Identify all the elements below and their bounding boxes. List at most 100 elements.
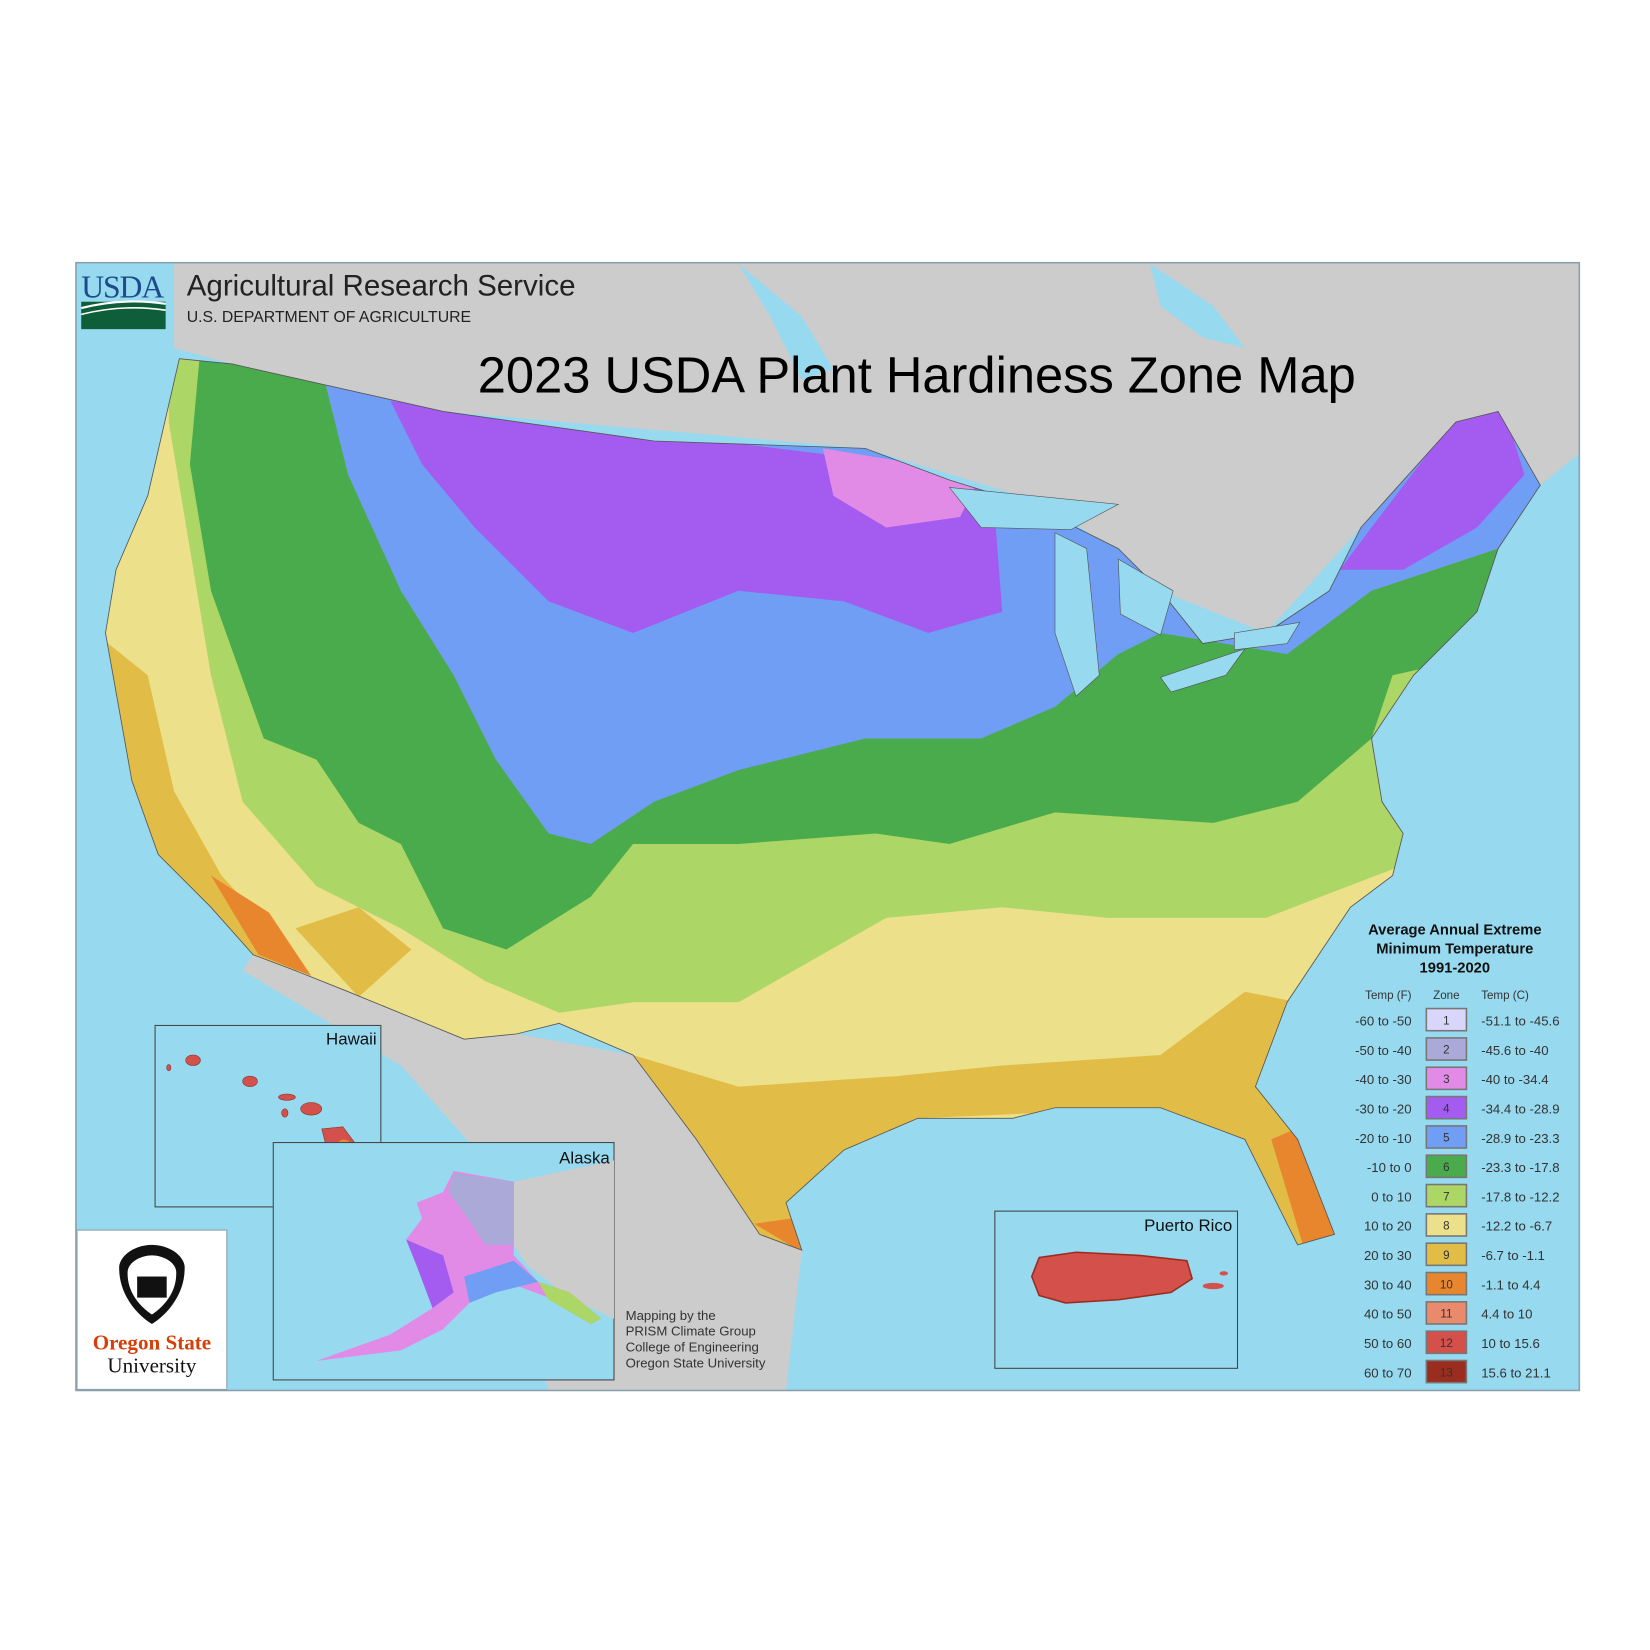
legend-temp-f: -60 to -50 — [1355, 1013, 1411, 1028]
legend-title-line: Average Annual Extreme — [1368, 923, 1542, 939]
legend-temp-f: 50 to 60 — [1364, 1336, 1412, 1351]
legend-row: -30 to -20 4 -34.4 to -28.9 — [1355, 1095, 1560, 1120]
legend-swatch-zone-3 — [1425, 1066, 1468, 1091]
legend-row: 40 to 50 11 4.4 to 10 — [1364, 1301, 1532, 1325]
legend-zone-number: 2 — [1443, 1044, 1449, 1057]
osu-university: University — [107, 1354, 196, 1378]
great-lakes — [948, 487, 1301, 697]
zone-10-area — [1271, 1123, 1340, 1245]
alaska-zone-5 — [464, 1260, 539, 1303]
legend-temp-c: -28.9 to -23.3 — [1481, 1131, 1559, 1146]
legend-swatch-zone-6 — [1425, 1154, 1468, 1179]
legend-temp-c: -51.1 to -45.6 — [1481, 1013, 1559, 1028]
legend-temp-c: 4.4 to 10 — [1481, 1307, 1532, 1322]
agency-name: Agricultural Research Service — [187, 269, 576, 302]
osu-logo: Oregon State University — [76, 1229, 228, 1390]
legend-zone-number: 8 — [1443, 1220, 1449, 1233]
zone-10-area — [210, 875, 312, 976]
legend-temp-c: -40 to -34.4 — [1481, 1072, 1548, 1087]
department-name: U.S. DEPARTMENT OF AGRICULTURE — [187, 309, 471, 326]
zone-9-area — [632, 991, 1340, 1251]
legend-row: 50 to 60 12 10 to 15.6 — [1364, 1330, 1540, 1355]
legend-zone-number: 9 — [1443, 1249, 1449, 1262]
lake-huron — [1117, 558, 1174, 636]
legend-zone-number: 10 — [1440, 1278, 1453, 1291]
alaska-mainland — [316, 1171, 602, 1361]
legend-temp-f: 20 to 30 — [1364, 1248, 1412, 1263]
legend-temp-f: 40 to 50 — [1364, 1307, 1412, 1322]
legend-header-temp-f: Temp (F) — [1365, 989, 1412, 1002]
legend-swatch-zone-4 — [1425, 1095, 1468, 1120]
legend-temp-f: -20 to -10 — [1355, 1131, 1411, 1146]
legend-row: -40 to -30 3 -40 to -34.4 — [1355, 1066, 1549, 1091]
legend-temp-c: -23.3 to -17.8 — [1481, 1160, 1559, 1175]
legend-row: 0 to 10 7 -17.8 to -12.2 — [1371, 1183, 1560, 1208]
legend-row: -20 to -10 5 -28.9 to -23.3 — [1355, 1125, 1560, 1149]
legend-temp-f: 30 to 40 — [1364, 1277, 1412, 1292]
legend-temp-c: -6.7 to -1.1 — [1481, 1248, 1545, 1263]
puerto-rico-island — [1030, 1251, 1194, 1304]
legend-rows: -60 to -50 1 -51.1 to -45.6 -50 to -40 2 -45.… — [1355, 1007, 1560, 1384]
legend-title-line: Minimum Temperature — [1376, 942, 1533, 958]
puerto-rico-label: Puerto Rico — [1144, 1216, 1232, 1235]
legend-swatch-zone-8 — [1425, 1213, 1468, 1237]
legend-temp-f: 10 to 20 — [1364, 1219, 1412, 1234]
canada-lake — [1149, 263, 1245, 349]
legend-zone-number: 4 — [1443, 1102, 1450, 1115]
legend-row: -50 to -40 2 -45.6 to -40 — [1355, 1037, 1549, 1061]
map-title: 2023 USDA Plant Hardiness Zone Map — [478, 346, 1356, 403]
legend-title-line: 1991-2020 — [1420, 961, 1491, 977]
culebra-island — [1219, 1271, 1229, 1276]
usda-logo: USDA — [80, 270, 166, 330]
legend-swatch-zone-10 — [1425, 1271, 1468, 1296]
legend-swatch-zone-5 — [1425, 1125, 1468, 1149]
legend-temp-c: 15.6 to 21.1 — [1481, 1365, 1551, 1380]
alaska-inset: Alaska — [272, 1142, 615, 1381]
legend-zone-number: 1 — [1443, 1014, 1449, 1027]
credits: Mapping by the PRISM Climate Group Colle… — [626, 1308, 766, 1370]
alaska-zone-2 — [448, 1173, 514, 1245]
legend-temp-c: -17.8 to -12.2 — [1481, 1189, 1559, 1204]
legend-temp-c: -45.6 to -40 — [1481, 1043, 1548, 1058]
lake-erie — [1159, 648, 1246, 693]
legend-zone-number: 11 — [1440, 1308, 1452, 1321]
legend-row: 10 to 20 8 -12.2 to -6.7 — [1364, 1213, 1552, 1237]
map-border — [75, 261, 1581, 1392]
credit-line: College of Engineering — [626, 1339, 759, 1354]
canada-lake — [738, 263, 834, 380]
zone-9-area — [105, 632, 349, 1003]
osu-name: Oregon State — [93, 1330, 211, 1354]
zone-4-area — [1339, 406, 1525, 570]
legend-swatch-zone-2 — [1425, 1037, 1468, 1061]
legend-temp-f: -30 to -20 — [1355, 1101, 1411, 1116]
legend-temp-f: 0 to 10 — [1371, 1189, 1411, 1204]
legend-row: 20 to 30 9 -6.7 to -1.1 — [1364, 1242, 1545, 1267]
map-frame — [75, 262, 1580, 1391]
vieques-island — [1202, 1282, 1224, 1290]
legend-row: -60 to -50 1 -51.1 to -45.6 — [1355, 1007, 1560, 1032]
legend-row: 60 to 70 13 15.6 to 21.1 — [1364, 1359, 1551, 1384]
legend-temp-f: -40 to -30 — [1355, 1072, 1411, 1087]
legend-header-zone: Zone — [1433, 989, 1459, 1002]
lake-michigan — [1054, 532, 1100, 697]
legend-zone-number: 5 — [1443, 1132, 1449, 1145]
legend-swatch-zone-9 — [1425, 1242, 1468, 1267]
legend-temp-f: -50 to -40 — [1355, 1043, 1411, 1058]
puerto-rico-inset: Puerto Rico — [994, 1210, 1239, 1369]
legend-temp-c: -1.1 to 4.4 — [1481, 1277, 1540, 1292]
canada-land — [174, 262, 1580, 633]
alaska-zone-7 — [538, 1281, 602, 1325]
legend-swatch-zone-12 — [1425, 1330, 1468, 1355]
legend-temp-f: 60 to 70 — [1364, 1365, 1412, 1380]
legend-zone-number: 6 — [1443, 1161, 1449, 1174]
lake-ontario — [1234, 622, 1301, 651]
hawaii-label: Hawaii — [326, 1029, 377, 1048]
credit-line: Oregon State University — [626, 1355, 766, 1370]
legend-temp-c: -12.2 to -6.7 — [1481, 1219, 1552, 1234]
legend: Average Annual Extreme Minimum Temperatu… — [1355, 923, 1560, 1384]
legend-temp-c: 10 to 15.6 — [1481, 1336, 1540, 1351]
usda-logo-field — [81, 301, 166, 330]
lake-superior — [948, 487, 1120, 530]
legend-zone-number: 12 — [1440, 1337, 1453, 1350]
